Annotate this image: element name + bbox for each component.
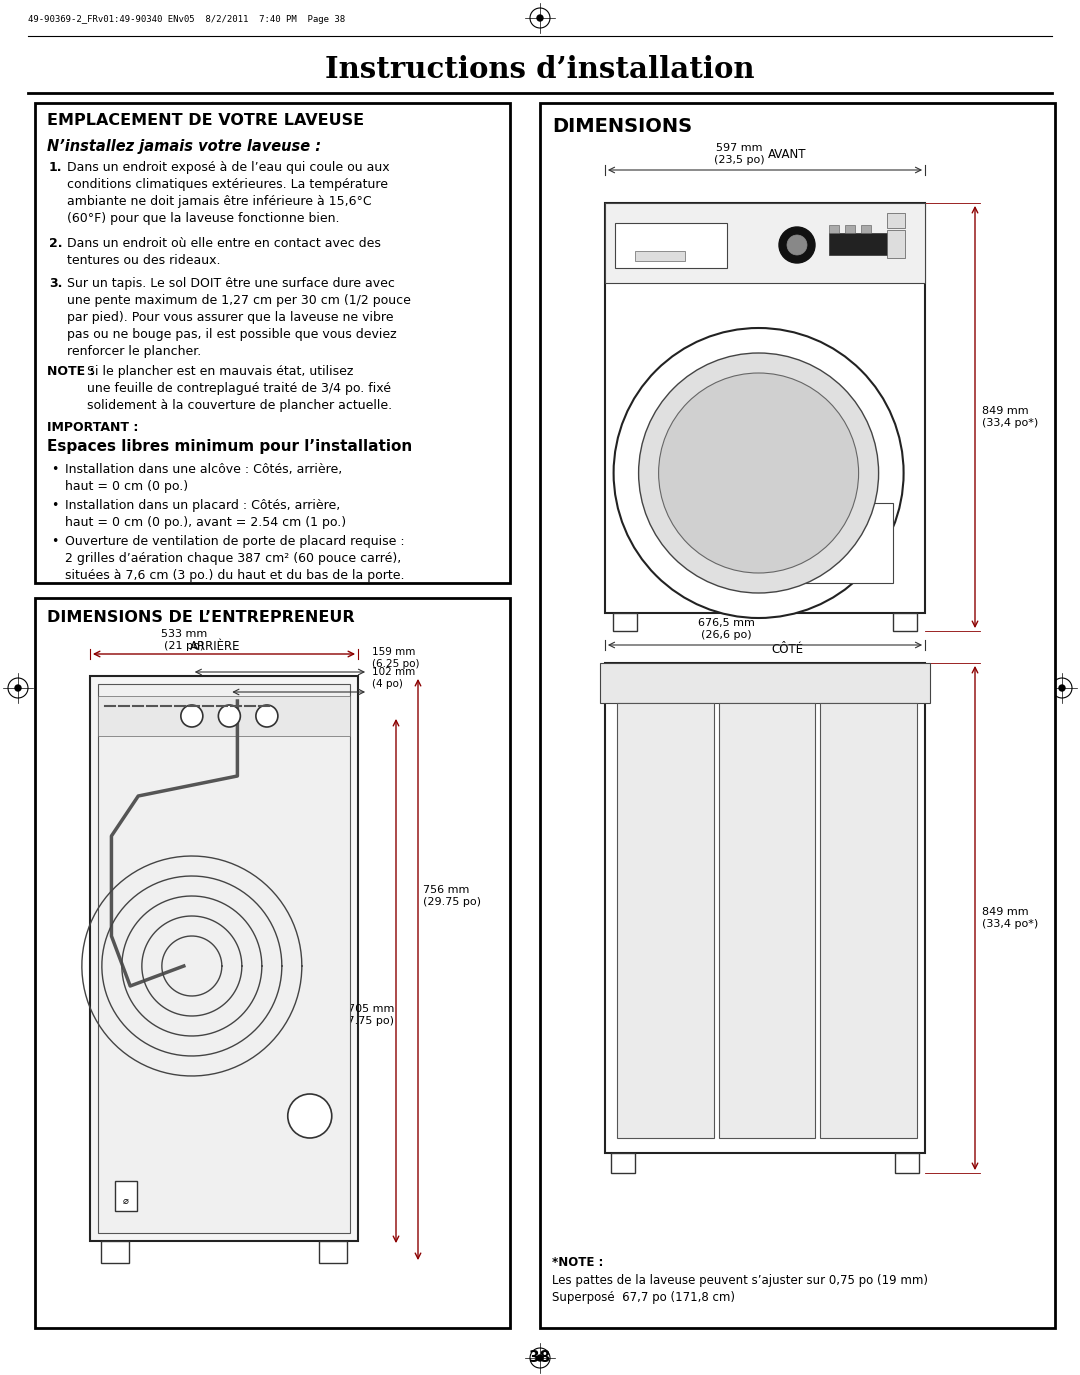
Text: N’installez jamais votre laveuse :: N’installez jamais votre laveuse : — [48, 139, 321, 154]
Bar — [90, 676, 357, 1242]
Circle shape — [787, 235, 807, 254]
Circle shape — [638, 353, 879, 593]
Text: 705 mm
(27.75 po): 705 mm (27.75 po) — [336, 1004, 394, 1026]
Text: 159 mm
(6.25 po): 159 mm (6.25 po) — [372, 648, 419, 670]
Text: Les pattes de la laveuse peuvent s’ajuster sur 0,75 po (19 mm)
Superposé  67,7 p: Les pattes de la laveuse peuvent s’ajust… — [552, 1275, 928, 1303]
Bar — [845, 226, 855, 232]
Text: 533 mm
(21 po): 533 mm (21 po) — [161, 630, 207, 650]
Bar — [35, 598, 510, 1328]
Circle shape — [537, 1354, 543, 1361]
Text: Sur un tapis. Le sol DOIT être une surface dure avec
une pente maximum de 1,27 c: Sur un tapis. Le sol DOIT être une surfa… — [67, 276, 410, 358]
Text: Dans un endroit exposé à de l’eau qui coule ou aux
conditions climatiques extéri: Dans un endroit exposé à de l’eau qui co… — [67, 161, 390, 226]
Circle shape — [256, 705, 278, 727]
Text: EMPLACEMENT DE VOTRE LAVEUSE: EMPLACEMENT DE VOTRE LAVEUSE — [48, 113, 364, 128]
Bar — [829, 226, 839, 232]
Text: 49-90369-2_FRv01:49-90340 ENv05  8/2/2011  7:40 PM  Page 38: 49-90369-2_FRv01:49-90340 ENv05 8/2/2011… — [28, 15, 346, 23]
Text: 2.: 2. — [49, 236, 63, 250]
Text: *NOTE :: *NOTE : — [552, 1255, 604, 1269]
Text: Installation dans une alcôve : Côtés, arrière,
haut = 0 cm (0 po.): Installation dans une alcôve : Côtés, ar… — [65, 463, 342, 494]
Bar — [615, 223, 727, 268]
Bar — [895, 1154, 919, 1173]
Bar — [98, 683, 350, 1233]
Bar — [319, 1242, 347, 1264]
Text: Installation dans un placard : Côtés, arrière,
haut = 0 cm (0 po.), avant = 2.54: Installation dans un placard : Côtés, ar… — [65, 499, 346, 529]
Bar — [605, 204, 924, 613]
Circle shape — [1059, 685, 1065, 692]
Text: Instructions d’installation: Instructions d’installation — [325, 55, 755, 84]
Bar — [829, 232, 887, 254]
Bar — [98, 696, 350, 736]
Text: IMPORTANT :: IMPORTANT : — [48, 421, 138, 434]
Text: 849 mm
(33,4 po*): 849 mm (33,4 po*) — [982, 406, 1038, 428]
Circle shape — [537, 15, 543, 21]
Bar — [821, 703, 917, 1138]
Text: Ouverture de ventilation de porte de placard requise :
2 grilles d’aération chaq: Ouverture de ventilation de porte de pla… — [65, 535, 405, 582]
Bar — [718, 703, 815, 1138]
Text: •: • — [51, 535, 58, 549]
Circle shape — [180, 705, 203, 727]
Bar — [114, 1181, 137, 1211]
Circle shape — [613, 329, 904, 617]
Circle shape — [15, 685, 21, 692]
Bar — [605, 204, 924, 283]
Text: •: • — [51, 499, 58, 512]
Text: 38: 38 — [529, 1350, 551, 1365]
Text: Espaces libres minimum pour l’installation: Espaces libres minimum pour l’installati… — [48, 439, 413, 454]
Text: ⌀: ⌀ — [123, 1196, 129, 1206]
Text: NOTE :: NOTE : — [48, 364, 95, 378]
Bar — [611, 1154, 635, 1173]
Text: 597 mm
(23,5 po): 597 mm (23,5 po) — [714, 143, 765, 165]
Bar — [605, 663, 924, 1154]
Text: DIMENSIONS: DIMENSIONS — [552, 117, 692, 136]
Bar — [617, 703, 714, 1138]
Text: DIMENSIONS DE L’ENTREPRENEUR: DIMENSIONS DE L’ENTREPRENEUR — [48, 610, 354, 626]
Text: Si le plancher est en mauvais état, utilisez
une feuille de contreplagué traité : Si le plancher est en mauvais état, util… — [87, 364, 392, 412]
Text: 849 mm
(33,4 po*): 849 mm (33,4 po*) — [982, 908, 1038, 928]
Text: 756 mm
(29.75 po): 756 mm (29.75 po) — [423, 886, 481, 906]
Text: 102 mm
(4 po): 102 mm (4 po) — [372, 667, 415, 689]
Bar — [635, 252, 685, 261]
Circle shape — [659, 373, 859, 573]
Text: 676,5 mm
(26,6 po): 676,5 mm (26,6 po) — [698, 619, 755, 639]
Circle shape — [218, 705, 241, 727]
Text: 3.: 3. — [49, 276, 63, 290]
Bar — [887, 213, 905, 228]
Circle shape — [779, 227, 815, 263]
Bar — [861, 226, 870, 232]
Circle shape — [287, 1094, 332, 1138]
Bar — [781, 503, 893, 583]
Bar — [887, 230, 905, 258]
Bar — [613, 613, 637, 631]
Bar — [540, 103, 1055, 1328]
Bar — [600, 663, 930, 703]
Text: ARRIÈRE: ARRIÈRE — [190, 639, 241, 653]
Text: 1.: 1. — [49, 161, 63, 175]
Text: Dans un endroit où elle entre en contact avec des
tentures ou des rideaux.: Dans un endroit où elle entre en contact… — [67, 236, 381, 267]
Bar — [102, 1242, 129, 1264]
Bar — [893, 613, 917, 631]
Text: AVANT: AVANT — [768, 148, 807, 161]
Text: •: • — [51, 463, 58, 476]
Bar — [35, 103, 510, 583]
Text: CÔTÉ: CÔTÉ — [771, 644, 804, 656]
